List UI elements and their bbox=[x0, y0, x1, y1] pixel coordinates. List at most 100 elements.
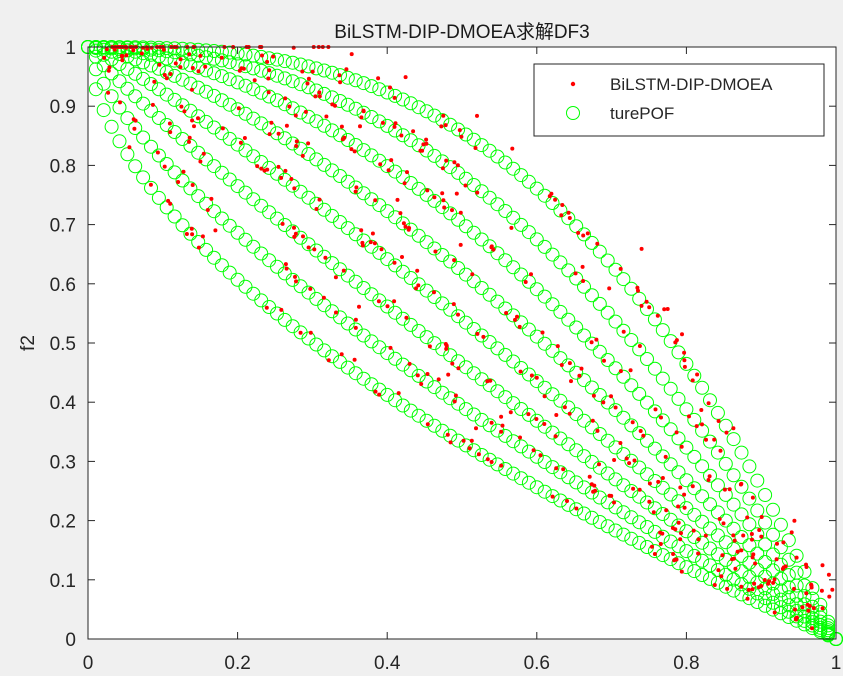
pof-point bbox=[600, 353, 615, 367]
pof-point bbox=[655, 323, 670, 338]
pof-point bbox=[624, 484, 639, 498]
solution-point bbox=[712, 583, 717, 587]
solution-point bbox=[676, 504, 681, 509]
pof-point bbox=[333, 128, 347, 143]
solution-point bbox=[720, 553, 725, 558]
solution-point bbox=[386, 168, 391, 173]
solution-point bbox=[305, 81, 310, 86]
pof-point bbox=[498, 428, 513, 443]
pof-point bbox=[183, 181, 198, 196]
pof-point bbox=[773, 600, 788, 615]
pof-point bbox=[309, 114, 324, 129]
solution-point bbox=[809, 585, 814, 590]
solution-point bbox=[280, 221, 285, 226]
solution-point bbox=[830, 587, 835, 592]
solution-point bbox=[452, 258, 457, 263]
solution-point bbox=[450, 208, 454, 213]
pof-point bbox=[144, 58, 158, 73]
solution-point bbox=[292, 225, 296, 230]
pof-point bbox=[340, 360, 355, 375]
pof-point bbox=[230, 102, 245, 117]
axis-ticks: 0 0.2 0.4 0.6 0.8 1 0 0.1 0.2 0.3 0.4 0.5 0.6 0.7 0.8 0… bbox=[50, 38, 842, 674]
solution-point bbox=[444, 346, 449, 351]
solution-point bbox=[639, 246, 644, 251]
pof-point bbox=[695, 535, 710, 550]
pof-point bbox=[710, 445, 725, 460]
pof-point bbox=[647, 544, 662, 559]
solution-point bbox=[168, 201, 173, 206]
solution-point bbox=[389, 158, 394, 163]
pof-point bbox=[679, 402, 694, 417]
pof-point bbox=[537, 455, 552, 469]
solution-point bbox=[324, 114, 329, 119]
pof-point bbox=[112, 134, 127, 149]
solution-point bbox=[372, 241, 377, 246]
solution-point bbox=[337, 73, 342, 78]
solution-point bbox=[403, 224, 408, 229]
solution-point bbox=[682, 364, 687, 369]
solution-point bbox=[574, 506, 579, 511]
pof-point bbox=[577, 449, 591, 464]
solution-point bbox=[489, 460, 494, 464]
solution-point bbox=[766, 581, 771, 586]
pof-point bbox=[419, 104, 434, 119]
pof-point bbox=[372, 114, 387, 129]
solution-point bbox=[237, 68, 242, 73]
solution-point bbox=[513, 317, 517, 322]
solution-point bbox=[458, 210, 463, 215]
pof-point bbox=[144, 77, 158, 91]
pof-point bbox=[655, 529, 670, 544]
pof-point bbox=[325, 349, 340, 364]
solution-point bbox=[276, 131, 281, 136]
solution-point bbox=[679, 531, 683, 536]
pof-point bbox=[191, 109, 206, 124]
pof-point bbox=[766, 547, 780, 562]
pof-point bbox=[671, 391, 686, 406]
pof-point bbox=[600, 253, 615, 268]
pof-point bbox=[647, 404, 662, 419]
pof-point bbox=[632, 515, 647, 530]
solution-point bbox=[489, 420, 494, 425]
pof-point bbox=[104, 66, 119, 81]
solution-point bbox=[750, 537, 754, 542]
solution-point bbox=[353, 317, 358, 322]
pof-point bbox=[584, 336, 599, 351]
solution-point bbox=[540, 330, 545, 335]
pof-point bbox=[758, 515, 773, 530]
solution-point bbox=[562, 405, 567, 410]
pof-point bbox=[577, 480, 591, 495]
pof-point bbox=[348, 101, 363, 116]
solution-point bbox=[317, 90, 322, 95]
pof-point bbox=[750, 473, 765, 488]
solution-point bbox=[566, 210, 571, 215]
solution-point bbox=[826, 572, 831, 577]
solution-point bbox=[659, 415, 663, 420]
pof-point bbox=[773, 557, 788, 572]
solution-point bbox=[554, 413, 559, 417]
pof-point bbox=[238, 106, 253, 121]
pof-point bbox=[766, 563, 780, 578]
pof-point bbox=[758, 598, 773, 613]
pof-point bbox=[718, 579, 733, 594]
solution-point bbox=[706, 401, 711, 406]
solution-point bbox=[178, 65, 183, 70]
pof-point bbox=[128, 89, 143, 104]
solution-point bbox=[534, 417, 539, 421]
solution-point bbox=[724, 430, 729, 435]
pof-point bbox=[734, 530, 749, 544]
solution-point bbox=[178, 57, 183, 62]
pof-point bbox=[561, 312, 576, 327]
solution-point bbox=[294, 279, 298, 284]
solution-point bbox=[739, 481, 744, 486]
pof-point bbox=[167, 92, 182, 107]
pof-point bbox=[640, 395, 654, 410]
solution-point bbox=[279, 175, 284, 180]
solution-point bbox=[647, 305, 652, 310]
solution-point bbox=[104, 47, 109, 52]
pof-point bbox=[616, 410, 631, 425]
pof-point bbox=[246, 82, 261, 97]
pof-point bbox=[545, 297, 560, 312]
solution-point bbox=[287, 104, 292, 109]
pof-point bbox=[687, 412, 702, 427]
pof-point bbox=[616, 505, 631, 520]
